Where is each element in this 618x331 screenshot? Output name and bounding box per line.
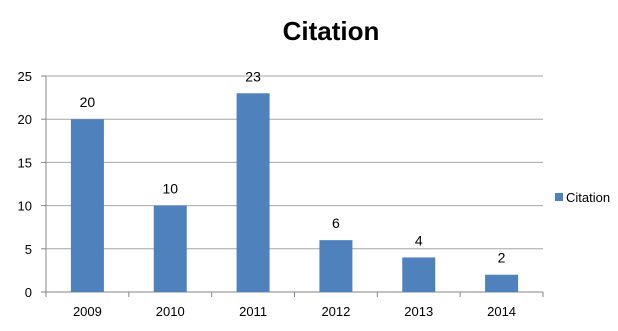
data-label: 6 — [332, 215, 340, 231]
x-tick-label: 2014 — [487, 304, 516, 319]
y-tick-label: 25 — [18, 69, 32, 84]
data-labels: 20 10 23 6 4 2 — [80, 68, 506, 265]
data-label: 4 — [415, 232, 423, 248]
bar-2010 — [153, 205, 187, 292]
data-label: 2 — [498, 250, 506, 266]
bars — [70, 93, 519, 292]
chart-title: Citation — [283, 16, 380, 46]
x-tick-label: 2013 — [404, 304, 433, 319]
bar-2012 — [319, 240, 353, 292]
x-tick-label: 2012 — [321, 304, 350, 319]
y-axis: 0 5 10 15 20 25 — [18, 69, 47, 300]
y-tick-label: 20 — [18, 112, 32, 127]
y-tick-label: 10 — [18, 199, 32, 214]
x-axis: 2009 2010 2011 2012 2013 2014 — [45, 291, 544, 319]
y-tick-label: 5 — [25, 242, 32, 257]
data-label: 20 — [80, 94, 96, 110]
data-label: 10 — [162, 181, 178, 197]
x-tick-label: 2009 — [73, 304, 102, 319]
x-tick-label: 2010 — [156, 304, 185, 319]
x-tick-label: 2011 — [239, 304, 267, 319]
bar-2011 — [236, 93, 270, 292]
data-label: 23 — [245, 68, 261, 84]
legend-swatch — [555, 193, 563, 201]
bar-2009 — [70, 119, 104, 292]
bar-2013 — [402, 257, 436, 292]
bar-2014 — [485, 274, 519, 292]
y-tick-label: 15 — [18, 155, 32, 170]
gridlines — [46, 75, 543, 250]
legend: Citation — [555, 190, 610, 205]
legend-label: Citation — [566, 190, 610, 205]
y-tick-label: 0 — [25, 285, 32, 300]
